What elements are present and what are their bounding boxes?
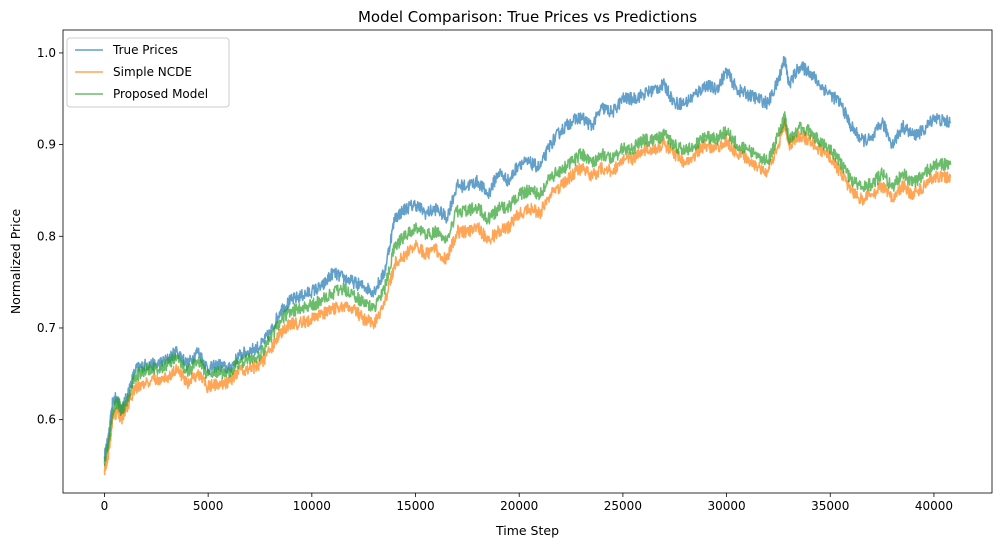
series-line bbox=[103, 111, 952, 467]
y-axis-ticks: 0.6 0.7 0.8 0.9 1.0 bbox=[37, 46, 63, 427]
x-tick-label: 20000 bbox=[500, 499, 538, 513]
y-axis-title: Normalized Price bbox=[8, 209, 23, 315]
x-tick-label: 40000 bbox=[915, 499, 953, 513]
chart-title: Model Comparison: True Prices vs Predict… bbox=[358, 8, 697, 26]
legend-label: Simple NCDE bbox=[113, 65, 192, 79]
x-tick-label: 30000 bbox=[707, 499, 745, 513]
x-tick-label: 35000 bbox=[811, 499, 849, 513]
legend-box bbox=[66, 37, 230, 108]
x-axis-ticks: 0 5000 10000 15000 20000 25000 30000 35000 40000 bbox=[101, 493, 953, 513]
x-tick-label: 25000 bbox=[604, 499, 642, 513]
y-tick-label: 0.8 bbox=[37, 229, 56, 243]
y-tick-label: 0.6 bbox=[37, 413, 56, 427]
legend: True Prices Simple NCDE Proposed Model bbox=[66, 37, 230, 108]
y-tick-label: 0.7 bbox=[37, 321, 56, 335]
x-axis-title: Time Step bbox=[495, 523, 559, 538]
series-layer bbox=[103, 55, 952, 476]
y-tick-label: 1.0 bbox=[37, 46, 56, 60]
plot-frame bbox=[62, 29, 993, 494]
x-tick-label: 10000 bbox=[293, 499, 331, 513]
x-tick-label: 0 bbox=[101, 499, 109, 513]
x-tick-label: 15000 bbox=[396, 499, 434, 513]
legend-label: True Prices bbox=[112, 43, 178, 57]
x-tick-label: 5000 bbox=[193, 499, 224, 513]
series-line bbox=[103, 55, 952, 462]
y-tick-label: 0.9 bbox=[37, 138, 56, 152]
legend-label: Proposed Model bbox=[113, 87, 208, 101]
